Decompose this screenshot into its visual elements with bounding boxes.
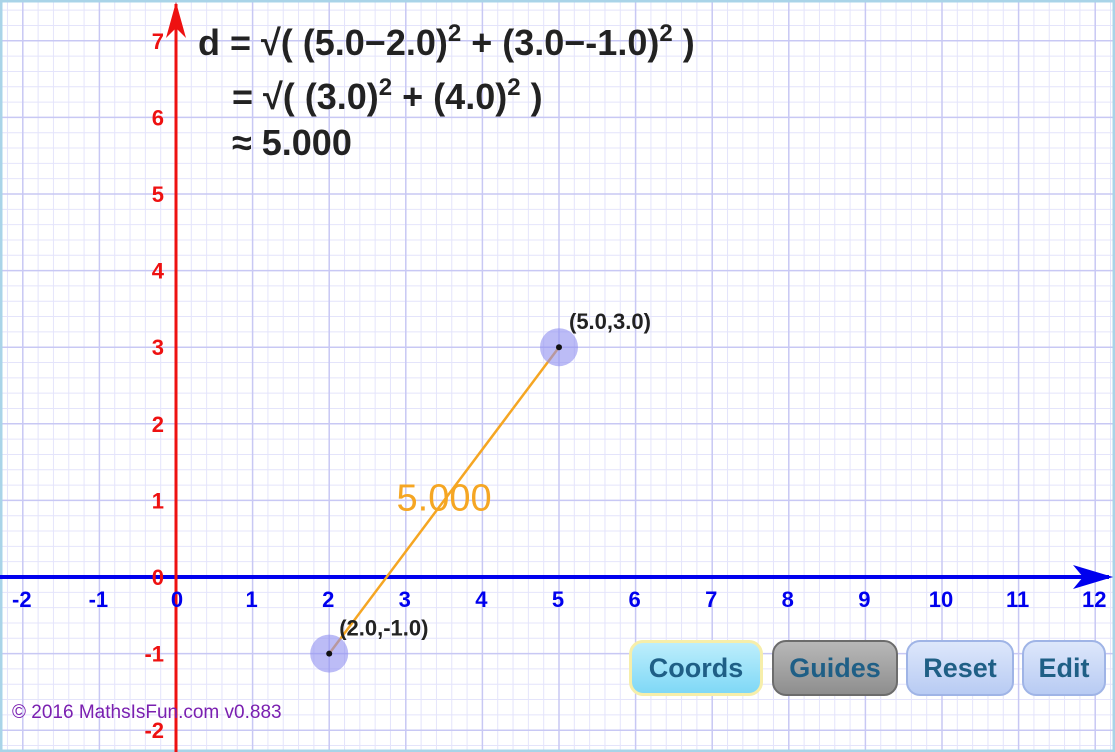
y-tick-label: 3 — [152, 335, 164, 360]
point-label: (2.0,-1.0) — [339, 616, 428, 641]
y-tick-label: 0 — [152, 565, 164, 590]
x-axis-arrow-icon — [1073, 565, 1113, 589]
x-tick-label: 5 — [552, 587, 564, 612]
formula-text: + (3.0−-1.0) — [461, 22, 660, 63]
point-label: (5.0,3.0) — [569, 309, 651, 334]
formula-text: = √( (3.0) — [232, 76, 379, 117]
y-tick-label: 4 — [152, 259, 165, 284]
formula-exponent: 2 — [447, 20, 462, 47]
y-tick-label: 2 — [152, 412, 164, 437]
x-tick-label: 4 — [475, 587, 488, 612]
formula-exponent: 2 — [507, 74, 521, 101]
x-tick-label: 12 — [1082, 587, 1106, 612]
y-axis-arrow-icon — [166, 2, 186, 38]
x-tick-label: 9 — [858, 587, 870, 612]
coords-button[interactable]: Coords — [629, 640, 763, 696]
x-tick-label: 2 — [322, 587, 334, 612]
guides-button[interactable]: Guides — [772, 640, 898, 696]
formula-text: ) — [520, 76, 543, 117]
x-tick-label: 3 — [399, 587, 411, 612]
distance-result: ≈ 5.000 — [232, 122, 352, 163]
x-tick-label: 10 — [929, 587, 953, 612]
copyright-notice: © 2016 MathsIsFun.com v0.883 — [12, 702, 282, 723]
y-tick-label: 1 — [152, 488, 164, 513]
point-marker — [556, 344, 562, 351]
distance-label: 5.000 — [397, 477, 492, 519]
edit-button[interactable]: Edit — [1022, 640, 1106, 696]
x-tick-label: -1 — [89, 587, 109, 612]
y-tick-label: 5 — [152, 182, 164, 207]
y-tick-label: -1 — [144, 642, 164, 667]
x-tick-label: 0 — [171, 587, 183, 612]
x-tick-label: 6 — [628, 587, 640, 612]
formula-text: + (4.0) — [392, 76, 508, 117]
reset-button[interactable]: Reset — [906, 640, 1014, 696]
formula-text: ) — [672, 22, 695, 63]
distance-formula-line-2: = √( (3.0)2 + (4.0)2 ) — [232, 76, 543, 118]
x-tick-label: 1 — [245, 587, 257, 612]
x-tick-label: 7 — [705, 587, 717, 612]
point-marker — [326, 650, 333, 657]
y-tick-label: -2 — [144, 718, 164, 743]
x-tick-label: 8 — [782, 587, 794, 612]
distance-segment — [328, 346, 560, 655]
formula-exponent: 2 — [659, 20, 673, 47]
y-tick-label: 7 — [152, 29, 164, 54]
x-tick-label: -2 — [12, 587, 32, 612]
distance-formula-line-1: d = √( (5.0−2.0)2 + (3.0−-1.0)2 ) — [198, 22, 695, 64]
x-tick-label: 11 — [1006, 587, 1029, 612]
y-tick-label: 6 — [152, 105, 164, 130]
formula-text: d = √( (5.0−2.0) — [198, 22, 448, 63]
formula-exponent: 2 — [378, 74, 393, 101]
